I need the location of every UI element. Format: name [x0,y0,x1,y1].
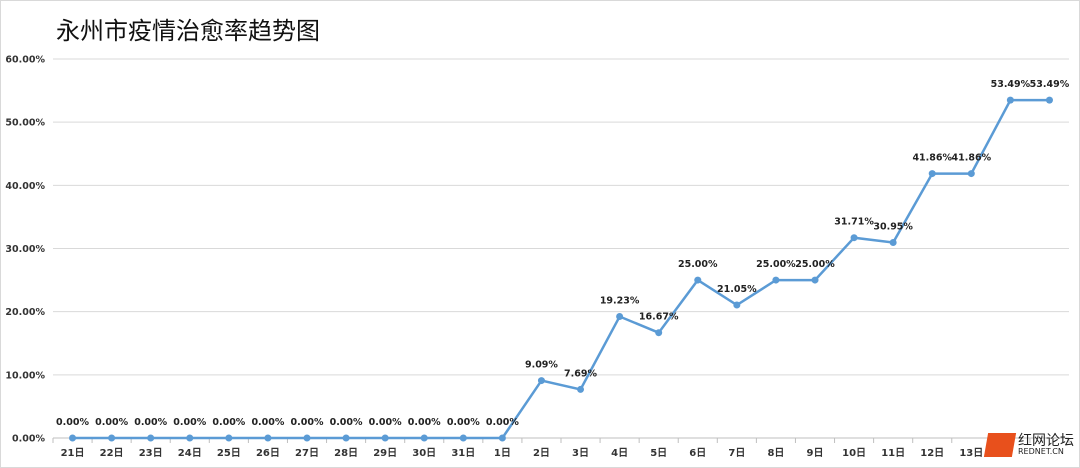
data-label: 31.71% [834,217,874,228]
x-tick-label: 26日 [256,447,280,459]
data-point [811,276,819,284]
x-tick-label: 25日 [217,447,241,459]
x-tick-label: 28日 [334,447,358,459]
data-label: 0.00% [447,417,480,428]
x-tick-label: 11日 [881,447,905,459]
rednet-logo-icon [983,433,1017,457]
data-label: 25.00% [795,259,835,270]
data-point [69,434,77,442]
data-point [381,434,389,442]
data-label: 25.00% [756,259,796,270]
y-tick-label: 60.00% [5,55,45,66]
x-tick-label: 21日 [61,447,85,459]
x-tick-label: 2日 [533,447,550,459]
data-label: 41.86% [912,153,952,164]
series-line [72,98,1050,440]
data-point [264,434,272,442]
data-label: 30.95% [873,221,913,232]
x-tick-label: 5日 [650,447,667,459]
data-point [655,329,663,337]
x-tick-label: 12日 [920,447,944,459]
data-point [928,170,936,178]
data-point [186,434,194,442]
x-tick-label: 6日 [689,447,706,459]
data-point [616,313,624,321]
data-label: 21.05% [717,284,757,295]
x-tick-label: 8日 [767,447,784,459]
data-label: 19.23% [600,296,640,307]
watermark-text: 红网论坛 [1018,433,1074,449]
x-tick-label: 4日 [611,447,628,459]
x-tick-label: 10日 [842,447,866,459]
data-point [108,434,116,442]
y-tick-label: 50.00% [5,118,45,129]
x-tick-label: 13日 [959,447,983,459]
data-label: 0.00% [291,417,324,428]
data-point [577,385,585,393]
x-tick-label: 7日 [728,447,745,459]
data-label: 25.00% [678,259,718,270]
data-label: 41.86% [952,153,992,164]
data-point [420,434,428,442]
x-tick-label: 24日 [178,447,202,459]
data-label: 0.00% [251,417,284,428]
data-label: 0.00% [95,417,128,428]
y-tick-label: 0.00% [12,434,45,445]
data-point [967,170,975,178]
data-label: 9.09% [525,360,558,371]
data-label: 0.00% [212,417,245,428]
data-point [733,301,741,309]
data-point [694,276,702,284]
x-tick-label: 3日 [572,447,589,459]
y-tick-label: 40.00% [5,181,45,192]
data-point [342,434,350,442]
data-label: 0.00% [369,417,402,428]
data-label: 53.49% [1030,79,1070,90]
watermark: 红网论坛 REDNET.CN [983,433,1074,457]
data-label: 7.69% [564,368,597,379]
watermark-sub: REDNET.CN [1018,447,1064,456]
data-point [772,276,780,284]
data-point [1045,96,1053,104]
data-point [225,434,233,442]
x-tick-label: 31日 [451,447,475,459]
x-tick-label: 27日 [295,447,319,459]
x-tick-label: 22日 [100,447,124,459]
data-point [889,238,897,246]
data-point [459,434,467,442]
data-label: 0.00% [56,417,89,428]
y-tick-label: 20.00% [5,307,45,318]
data-point [537,377,545,385]
data-point [147,434,155,442]
y-tick-label: 10.00% [5,370,45,381]
data-label: 0.00% [330,417,363,428]
data-label: 0.00% [134,417,167,428]
x-tick-label: 1日 [494,447,511,459]
data-point [303,434,311,442]
data-label: 0.00% [486,417,519,428]
data-point [850,234,858,242]
data-point [498,434,506,442]
data-point [1006,96,1014,104]
x-tick-label: 30日 [412,447,436,459]
x-tick-label: 29日 [373,447,397,459]
data-label: 0.00% [408,417,441,428]
data-label: 53.49% [991,79,1031,90]
data-label: 16.67% [639,312,679,323]
x-tick-label: 23日 [139,447,163,459]
chart-title: 永州市疫情治愈率趋势图 [56,17,320,45]
data-label: 0.00% [173,417,206,428]
y-tick-label: 30.00% [5,244,45,255]
x-tick-label: 9日 [807,447,824,459]
